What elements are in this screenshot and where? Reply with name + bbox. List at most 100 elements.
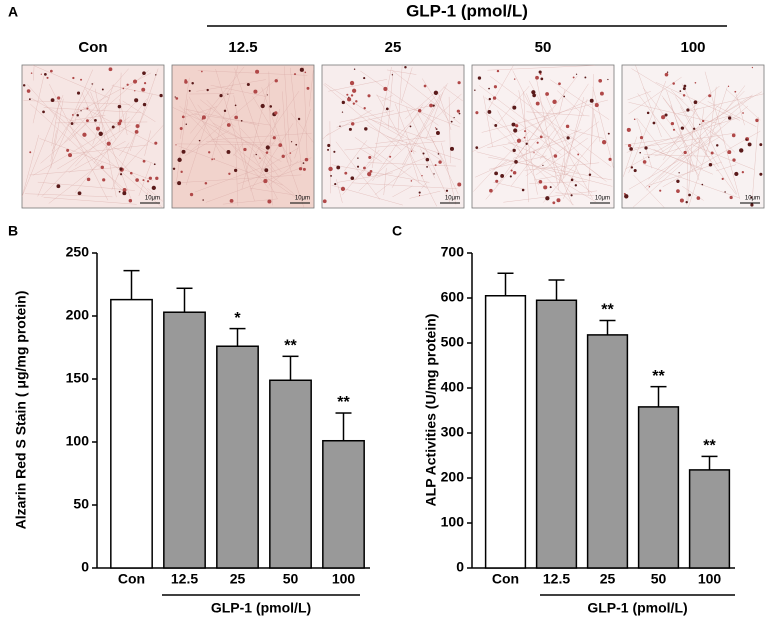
fiber	[24, 193, 113, 198]
column-label: 12.5	[228, 39, 257, 56]
cell	[82, 132, 87, 137]
cell	[423, 84, 427, 88]
cell	[682, 87, 686, 91]
fiber	[197, 70, 308, 76]
cell	[734, 171, 739, 177]
cell	[543, 185, 548, 190]
bar	[322, 439, 365, 569]
fiber	[284, 66, 291, 167]
cell	[741, 171, 745, 174]
cell	[122, 187, 127, 192]
fiber	[68, 114, 106, 122]
fiber	[409, 190, 441, 199]
cell	[367, 94, 371, 98]
fiber	[241, 82, 270, 190]
cell	[363, 107, 366, 110]
fiber	[374, 166, 412, 195]
fiber	[441, 142, 457, 205]
cell	[126, 83, 129, 86]
cell	[670, 122, 675, 126]
cell	[208, 151, 211, 154]
fiber	[199, 99, 236, 128]
cell	[666, 71, 669, 73]
cell	[598, 78, 603, 83]
fiber	[534, 173, 569, 181]
cell	[340, 186, 346, 192]
cell	[119, 167, 123, 171]
cell	[177, 157, 182, 163]
cell	[693, 100, 698, 105]
significance-label: **	[703, 438, 716, 455]
fiber	[326, 109, 372, 136]
cell	[274, 111, 278, 115]
fiber	[331, 164, 430, 183]
cell	[509, 175, 512, 178]
fiber	[502, 145, 597, 203]
cell	[659, 189, 662, 192]
cell	[243, 147, 247, 152]
cell	[513, 128, 518, 133]
fiber	[51, 82, 95, 152]
cell	[588, 173, 592, 177]
fiber	[708, 86, 717, 146]
fiber	[628, 136, 720, 190]
fiber	[394, 103, 415, 155]
cell	[117, 104, 122, 109]
cell	[539, 73, 542, 75]
cell	[523, 136, 526, 139]
cell	[676, 179, 680, 183]
cell	[495, 179, 499, 183]
fiber	[111, 93, 153, 190]
cell	[627, 143, 632, 148]
cell	[515, 124, 519, 128]
cell	[369, 170, 373, 173]
fiber	[32, 76, 45, 124]
cell	[644, 146, 648, 150]
fiber	[40, 70, 149, 164]
cell	[535, 75, 539, 80]
cell	[575, 73, 578, 75]
fiber	[662, 130, 761, 188]
cell	[356, 165, 360, 168]
cell	[391, 74, 394, 76]
cell	[630, 166, 634, 169]
cell	[272, 136, 276, 140]
fiber	[49, 83, 109, 201]
cell	[532, 93, 536, 98]
fiber	[321, 133, 330, 140]
fiber	[55, 121, 148, 124]
cell	[389, 155, 392, 158]
cell	[683, 150, 687, 155]
cell	[80, 78, 83, 81]
cell	[552, 99, 557, 105]
fiber	[696, 108, 705, 167]
cell	[265, 145, 270, 150]
cell	[409, 125, 412, 128]
cell	[213, 158, 215, 160]
fiber	[211, 132, 312, 141]
fiber	[303, 66, 308, 161]
cell	[278, 143, 283, 148]
cell	[542, 164, 544, 166]
cell	[538, 70, 542, 74]
fiber	[654, 141, 702, 157]
fiber	[37, 69, 93, 197]
cell	[142, 179, 145, 181]
cell	[306, 86, 310, 90]
fiber	[503, 190, 598, 203]
fiber	[637, 93, 700, 176]
cell	[95, 126, 100, 131]
cell	[142, 102, 147, 107]
fiber	[751, 116, 759, 204]
cell	[122, 191, 127, 196]
fiber	[476, 151, 613, 187]
y-tick-label: 400	[441, 379, 465, 395]
cell	[601, 140, 607, 145]
significance-label: **	[601, 302, 614, 319]
fiber	[138, 162, 152, 196]
cell	[76, 114, 79, 117]
cell	[66, 148, 70, 152]
cell	[135, 178, 139, 182]
fiber	[290, 67, 302, 168]
fiber	[339, 110, 394, 123]
